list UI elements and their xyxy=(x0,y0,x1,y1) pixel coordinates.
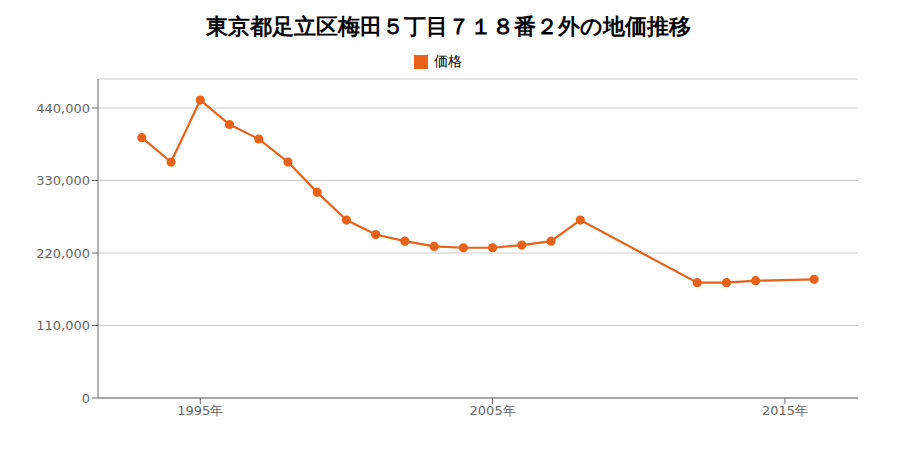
html-text:東京都足立区梅田５丁目７１８番２外の地価推移: 東京都足立区梅田５丁目７１８番２外の地価推移 xyxy=(205,14,691,39)
svg-text:1995年: 1995年 xyxy=(177,403,223,418)
svg-text:2015年: 2015年 xyxy=(762,403,808,418)
svg-text:220,000: 220,000 xyxy=(36,246,90,261)
svg-text:2005年: 2005年 xyxy=(470,403,516,418)
svg-text:110,000: 110,000 xyxy=(36,318,90,333)
svg-text:440,000: 440,000 xyxy=(36,101,90,116)
svg-text:330,000: 330,000 xyxy=(36,173,90,188)
html-text:価格: 価格 xyxy=(434,53,462,69)
svg-text:0: 0 xyxy=(82,391,90,406)
